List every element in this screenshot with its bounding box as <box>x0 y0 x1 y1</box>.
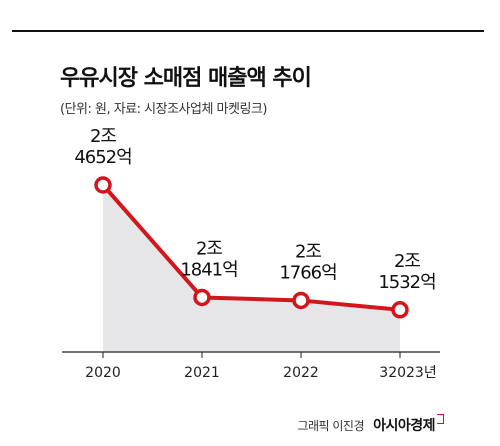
x-tick-label: 2021 <box>184 365 220 381</box>
data-label: 1766억 <box>279 262 336 283</box>
data-label: 1532억 <box>378 272 435 293</box>
brand-logo: 아시아경제 <box>373 418 435 434</box>
data-label: 1841억 <box>180 259 237 280</box>
graphic-credit: 그래픽 이진경 <box>297 419 364 433</box>
top-rule <box>12 30 484 32</box>
chart-subtitle: (단위: 원, 자료: 시장조사업체 마켓링크) <box>60 102 267 117</box>
data-point <box>391 301 409 319</box>
data-label: 2조 <box>196 238 222 259</box>
x-tick-label: 32023년 <box>379 365 436 381</box>
footer: 그래픽 이진경 아시아경제 <box>297 414 444 435</box>
data-point <box>292 291 310 310</box>
x-tick-label: 2022 <box>283 365 319 381</box>
area-fill <box>103 185 400 352</box>
data-point <box>94 176 112 194</box>
data-label: 2조 <box>295 241 321 262</box>
x-tick-label: 2020 <box>85 365 121 381</box>
data-label: 2조 <box>394 251 420 272</box>
data-point <box>193 288 211 307</box>
data-label: 4652억 <box>74 147 131 168</box>
data-label: 2조 <box>90 126 116 147</box>
chart-title: 우유시장 소매점 매출액 추이 <box>60 66 312 91</box>
brand-mark-icon <box>437 414 444 424</box>
series-line <box>101 183 401 312</box>
